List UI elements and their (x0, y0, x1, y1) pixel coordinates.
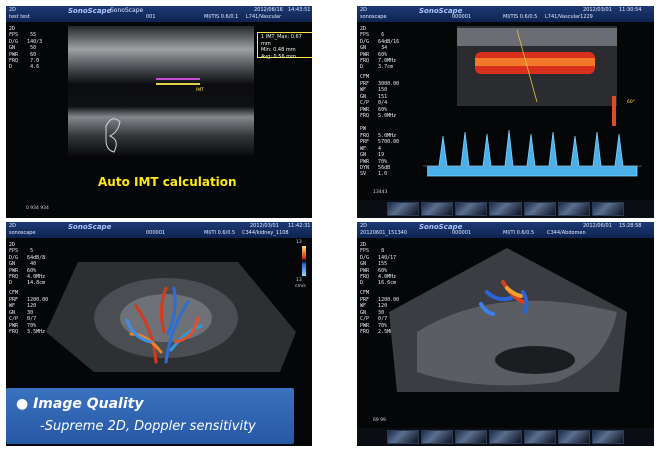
patient-name: sonoscape (9, 230, 36, 236)
probe-preset: L741/Vascular1229 (545, 14, 593, 20)
imt-max: 1 IMT_Max: 0.67 mm (261, 34, 302, 47)
exam-date: 2012/06/16 (254, 7, 283, 13)
frame-counter: 13443 (373, 190, 388, 195)
cine-thumbnails (357, 200, 654, 218)
banner-title-text: Image Quality (33, 396, 144, 412)
probe-preset: C344/kidney_1108 (242, 230, 289, 236)
imt-avg: Avg: 0.56 mm (261, 53, 296, 60)
panel-imt: 2D test test SonoScape SonoScape 001 MI/… (6, 6, 312, 218)
thumbnail[interactable] (557, 430, 590, 444)
mode-label: 2D (9, 7, 17, 13)
params-2d: 2D FPS 6 D/G 64dB/16 GN 34 PWR 60% FRQ 7… (360, 26, 400, 71)
panel-header: 2D 20120601_151340 SonoScape 000001 MI/T… (357, 222, 654, 238)
velocity-colorbar (302, 246, 306, 276)
thumbnail[interactable] (455, 202, 488, 216)
exam-time: 11:42:31 (288, 223, 311, 229)
params-2d: 2D FPS 5 D/G 64dB/8 GN 40 PWR 60% FRQ 4.… (9, 242, 46, 287)
thumbnail[interactable] (557, 202, 590, 216)
cine-thumbnails (357, 428, 654, 446)
mi-tis: MI/TI 0.6/0.5 (204, 230, 236, 236)
thumbnail[interactable] (421, 430, 454, 444)
depth-scale: 0 934 934 (26, 206, 49, 211)
panel-header: 2D sonoscape SonoScape 000001 MI/TIS 0.6… (357, 6, 654, 22)
panel-pw-doppler: 2D sonoscape SonoScape 000001 MI/TIS 0.6… (357, 6, 654, 218)
exam-number: 000001 (146, 230, 166, 236)
thumbnail[interactable] (387, 202, 420, 216)
thumbnail[interactable] (523, 202, 556, 216)
image-quality-banner: ● Image Quality -Supreme 2D, Doppler sen… (6, 388, 294, 444)
carotid-image (68, 26, 254, 156)
mi-tis: MI/TIS 0.6/0.5 (503, 14, 538, 20)
exam-time: 14:43:51 (288, 7, 311, 13)
params-pw-title: PW (360, 126, 367, 132)
thumbnail[interactable] (591, 202, 624, 216)
thumbnail[interactable] (489, 202, 522, 216)
imt-measurement-box: 1 IMT_Max: 0.67 mm Min: 0.48 mm Avg: 0.5… (257, 32, 312, 60)
imt-marker-label: IMT (196, 88, 204, 93)
velocity-unit: cm/s (295, 284, 306, 289)
banner-title: ● Image Quality (16, 396, 144, 412)
exam-time: 15:28:58 (619, 223, 642, 229)
mode-label: 2D (360, 223, 368, 229)
brand-logo: SonoScape (419, 7, 463, 15)
thumbnail[interactable] (455, 430, 488, 444)
panel-header: 2D sonoscape SonoScape 000001 MI/TI 0.6/… (6, 222, 312, 238)
thumbnail[interactable] (591, 430, 624, 444)
exam-number: 000001 (452, 230, 472, 236)
mode-label: 2D (9, 223, 17, 229)
patient-name: sonoscape (360, 14, 387, 20)
params-cfm: PRF 3000.00 WF 150 GN 151 C/P 0/4 PWR 60… (360, 81, 400, 120)
angle-readout: 60° (627, 100, 635, 105)
brand-logo: SonoScape (419, 223, 463, 231)
brand-logo: SonoScape (68, 7, 112, 15)
params-cfm-title: CFM (360, 74, 370, 80)
thumbnail[interactable] (387, 430, 420, 444)
banner-subtitle: -Supreme 2D, Doppler sensitivity (40, 419, 256, 434)
exam-date: 2012/03/01 (583, 7, 612, 13)
exam-number: 000001 (452, 14, 472, 20)
thumbnail[interactable] (421, 202, 454, 216)
patient-name: test test (9, 14, 30, 20)
exam-date: 2012/03/01 (250, 223, 279, 229)
params-2d: 2D FPS 8 D/G 140/17 GN 155 PWR 60% FRQ 4… (360, 242, 397, 287)
probe-preset: L741/Vascular (246, 14, 282, 20)
thumbnail[interactable] (523, 430, 556, 444)
brand-label: SonoScape (110, 7, 144, 14)
mi-tis: MI/TIS 0.6/0.1 (204, 14, 239, 20)
patient-name: 20120601_151340 (360, 230, 408, 236)
params-cfm-title: CFM (9, 290, 19, 296)
params-pw: FRQ 5.0MHz PRF 5700.00 WF 4 GN 19 PWR 70… (360, 133, 400, 178)
imaging-params: 2D FPS 55 D/G 140/3 GN 50 PWR 60 FRQ 7.0… (9, 26, 43, 71)
doppler-image (423, 26, 642, 177)
auto-imt-caption: Auto IMT calculation (98, 175, 237, 189)
frame-counter: 69 99 (373, 418, 386, 423)
abdomen-image (389, 248, 627, 392)
mi-tis: MI/TI 0.6/0.5 (503, 230, 535, 236)
panel-header: 2D test test SonoScape SonoScape 001 MI/… (6, 6, 312, 22)
scale-bottom: 13 (296, 278, 302, 283)
params-cfm: PRF 1200.00 WF 120 GN 30 C/P 0/7 PWR 70%… (9, 297, 49, 336)
exam-time: 11:30:54 (619, 7, 642, 13)
params-cfm-title: CFM (360, 290, 370, 296)
exam-date: 2012/06/01 (583, 223, 612, 229)
exam-number: 001 (146, 14, 156, 20)
panel-abdomen: 2D 20120601_151340 SonoScape 000001 MI/T… (357, 222, 654, 446)
kidney-image (46, 262, 296, 372)
probe-preset: C344/Abdomen (547, 230, 586, 236)
thumbnail[interactable] (489, 430, 522, 444)
imt-min: Min: 0.48 mm (261, 47, 296, 53)
params-cfm: PRF 1200.00 WF 120 GN 30 C/P 0/7 PWR 70%… (360, 297, 400, 336)
brand-logo: SonoScape (68, 223, 112, 231)
mode-label: 2D (360, 7, 368, 13)
scale-top: 13 (296, 240, 302, 245)
